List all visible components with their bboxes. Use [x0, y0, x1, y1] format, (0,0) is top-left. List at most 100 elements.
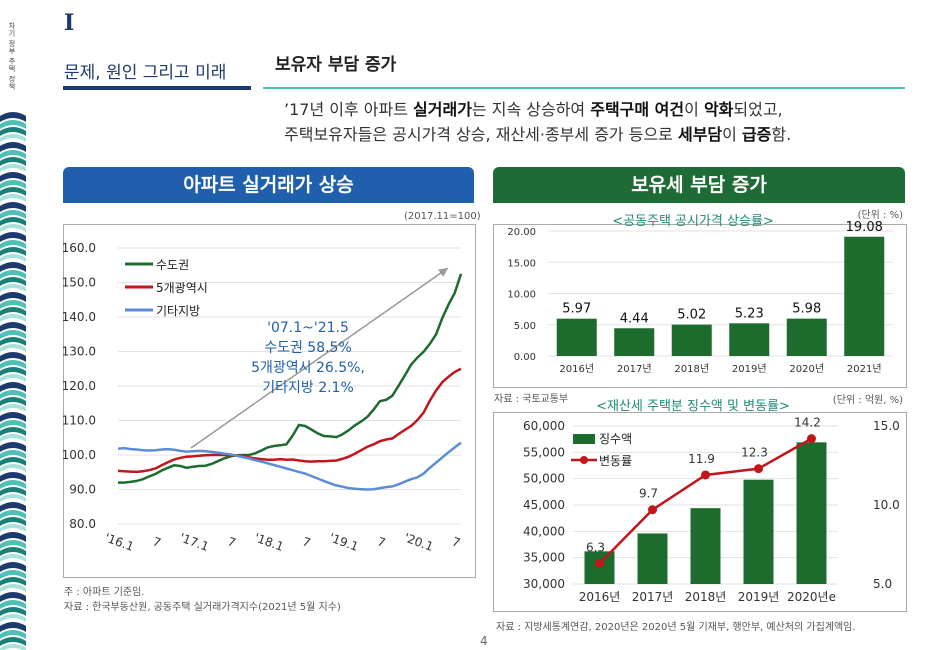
y-tick-label: 110.0: [63, 414, 96, 428]
x-tick-label: 7: [226, 534, 238, 550]
annotation-line: 수도권 58.5%: [264, 340, 352, 356]
y-left-tick-label: 40,000: [523, 524, 565, 538]
series-line-수도권: [118, 273, 463, 484]
summary-line-2: 주택보유자들은 공시가격 상승, 재산세·종부세 증가 등으로 세부담이 급증함…: [284, 125, 792, 144]
bar-value-label: 5.97: [562, 302, 591, 317]
bar-value-label: 4.44: [620, 311, 649, 326]
series-line-5개광역시: [117, 367, 462, 474]
right-bottom-chart-title: <재산세 주택분 징수액 및 변동률>: [596, 399, 790, 414]
legend-label: 5개광역시: [156, 281, 208, 295]
y-left-tick-label: 50,000: [523, 472, 565, 486]
line-chart-apartment-prices: 80.0 90.0 100.0 110.0 120.0 130.0 140.0 150.0 16…: [63, 241, 463, 554]
bar-value-label: 5.23: [735, 306, 764, 321]
rate-value-label: 6.3: [586, 540, 605, 554]
rate-value-label: 12.3: [741, 446, 768, 460]
x-tick-label: 7: [450, 534, 462, 550]
annotation-line: 기타지방 2.1%: [262, 380, 354, 396]
topic-title: 보유자 부담 증가: [275, 55, 397, 75]
topic-underline: [263, 87, 905, 89]
left-chart-unit: (2017.11=100): [404, 211, 481, 222]
legend-swatch-marker: [580, 456, 588, 464]
right-top-chart-unit: (단위 : %): [858, 208, 904, 221]
y-left-tick-label: 35,000: [523, 551, 565, 565]
right-top-chart-frame: [493, 224, 907, 388]
right-bottom-chart-frame: [493, 412, 907, 612]
y-tick-label: 0.00: [514, 352, 536, 363]
section-title: 문제, 원인 그리고 미래: [64, 63, 227, 83]
rate-point: [807, 434, 816, 444]
bar: [614, 328, 655, 356]
x-tick-label: 2017년: [617, 363, 652, 375]
x-tick-label: 7: [151, 534, 163, 550]
page-number: 4: [480, 634, 488, 648]
right-bottom-chart-unit: (단위 : 억원, %): [833, 393, 903, 406]
y-tick-label: 80.0: [69, 517, 96, 531]
y-tick-label: 100.0: [63, 448, 96, 462]
rate-point: [701, 470, 710, 480]
section-underline: [63, 86, 251, 90]
x-tick-label: '17.1: [178, 531, 211, 554]
right-banner: 보유세 부담 증가: [493, 167, 905, 203]
y-tick-label: 10.00: [507, 290, 536, 301]
rate-point: [595, 558, 604, 568]
rate-point: [648, 505, 657, 515]
bar: [796, 442, 827, 584]
right-top-source: 자료 : 국토교통부: [494, 394, 569, 405]
left-note-1: 주 : 아파트 기준임.: [64, 587, 145, 598]
bar: [637, 533, 668, 584]
right-bottom-source: 자료 : 지방세통계연감, 2020년은 2020년 5월 기재부, 행안부, …: [496, 622, 856, 633]
x-tick-label: 7: [375, 534, 387, 550]
x-tick-label: '20.1: [402, 531, 435, 554]
x-tick-label: '19.1: [327, 531, 360, 554]
y-right-tick-label: 15.0: [873, 419, 900, 433]
legend-swatch-bar: [573, 434, 595, 444]
x-tick-label: 2017년: [632, 590, 674, 604]
trend-arrow: [190, 267, 449, 449]
legend-label: 수도권: [156, 258, 189, 272]
bar: [556, 318, 597, 356]
x-tick-label: 2019년: [738, 590, 780, 604]
legend-label: 징수액: [599, 432, 632, 446]
x-tick-label: '16.1: [103, 531, 136, 554]
y-tick-label: 120.0: [63, 379, 96, 393]
right-top-chart-title: <공동주택 공시가격 상승률>: [612, 214, 774, 229]
y-tick-label: 5.00: [514, 321, 536, 332]
left-banner: 아파트 실거래가 상승: [63, 167, 474, 203]
x-tick-label: 2018년: [685, 590, 727, 604]
y-tick-label: 15.00: [507, 258, 536, 269]
annotation-line: 5개광역시 26.5%,: [251, 360, 365, 376]
y-tick-label: 150.0: [63, 276, 96, 290]
legend-label: 기타지방: [156, 304, 200, 318]
bar: [690, 508, 721, 584]
y-left-tick-label: 45,000: [523, 498, 565, 512]
y-left-tick-label: 55,000: [523, 445, 565, 459]
bar: [844, 236, 885, 356]
y-tick-label: 140.0: [63, 310, 96, 324]
bar: [729, 323, 770, 356]
side-label: 차기 정부 주택 정책: [8, 22, 16, 91]
x-tick-label: 2016년: [579, 590, 621, 604]
x-tick-label: 2020년e: [787, 590, 836, 604]
x-tick-label: 2018년: [674, 363, 709, 375]
y-left-tick-label: 30,000: [523, 577, 565, 591]
x-tick-label: 2016년: [559, 363, 594, 375]
rate-point: [754, 464, 763, 474]
y-tick-label: 90.0: [69, 483, 96, 497]
y-right-tick-label: 10.0: [873, 498, 900, 512]
x-tick-label: 2021년: [847, 363, 882, 375]
y-tick-label: 20.00: [507, 227, 536, 238]
bar: [786, 318, 827, 356]
y-right-tick-label: 5.0: [873, 577, 892, 591]
decorative-wave-pattern: [0, 112, 26, 650]
left-note-2: 자료 : 한국부동산원, 공동주택 실거래가격지수(2021년 5월 지수): [64, 602, 341, 613]
bar-chart-public-price-rate: <공동주택 공시가격 상승률> (단위 : %) 0.00 5.00 10.00 15…: [507, 208, 904, 375]
series-line-기타지방: [117, 441, 462, 491]
y-tick-label: 130.0: [63, 345, 96, 359]
x-tick-label: 7: [300, 534, 312, 550]
bar-value-label: 19.08: [846, 220, 883, 235]
y-tick-label: 160.0: [63, 241, 96, 255]
x-tick-label: '18.1: [253, 531, 286, 554]
bar-value-label: 5.98: [792, 302, 821, 317]
rate-value-label: 11.9: [688, 452, 715, 466]
annotation-line: '07.1~'21.5: [267, 320, 349, 336]
